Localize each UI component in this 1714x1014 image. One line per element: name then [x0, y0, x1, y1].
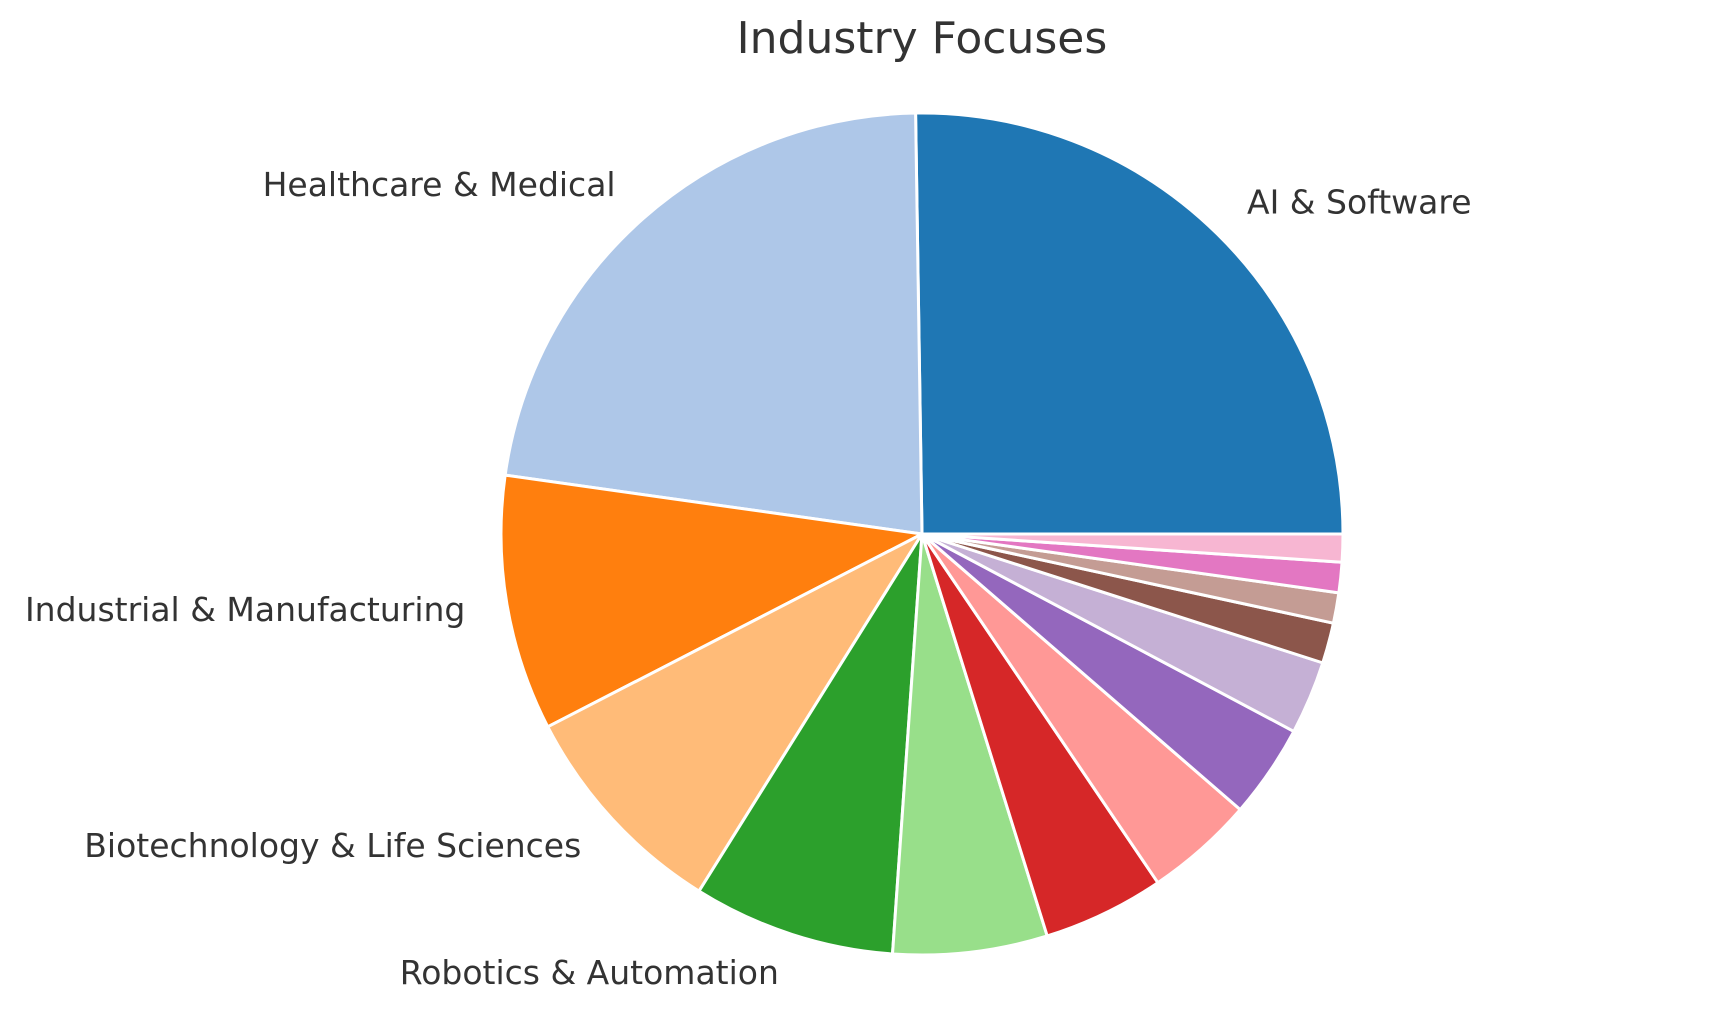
pie-slice-6	[890, 532, 1049, 957]
pie-slice-robotics-and-automation	[697, 532, 924, 956]
slice-label-biotechnology-and-life-sciences: Biotechnology & Life Sciences	[84, 826, 581, 865]
slice-label-industrial-and-manufacturing: Industrial & Manufacturing	[25, 590, 465, 629]
pie-slice-ai-and-software	[914, 111, 1345, 536]
slice-label-robotics-and-automation: Robotics & Automation	[400, 953, 779, 992]
slice-label-ai-and-software: AI & Software	[1247, 183, 1472, 222]
chart-title: Industry Focuses	[737, 13, 1108, 64]
pie-slice-14	[920, 532, 1345, 564]
pie-slice-biotechnology-and-life-sciences	[546, 532, 924, 893]
pie-labels: AI & Software Healthcare & Medical Industr…	[25, 165, 1472, 992]
slice-label-healthcare-and-medical: Healthcare & Medical	[263, 165, 616, 204]
pie-slice-healthcare-and-medical	[503, 111, 924, 536]
pie-slice-industrial-and-manufacturing	[499, 473, 924, 729]
pie-slices	[499, 111, 1345, 957]
